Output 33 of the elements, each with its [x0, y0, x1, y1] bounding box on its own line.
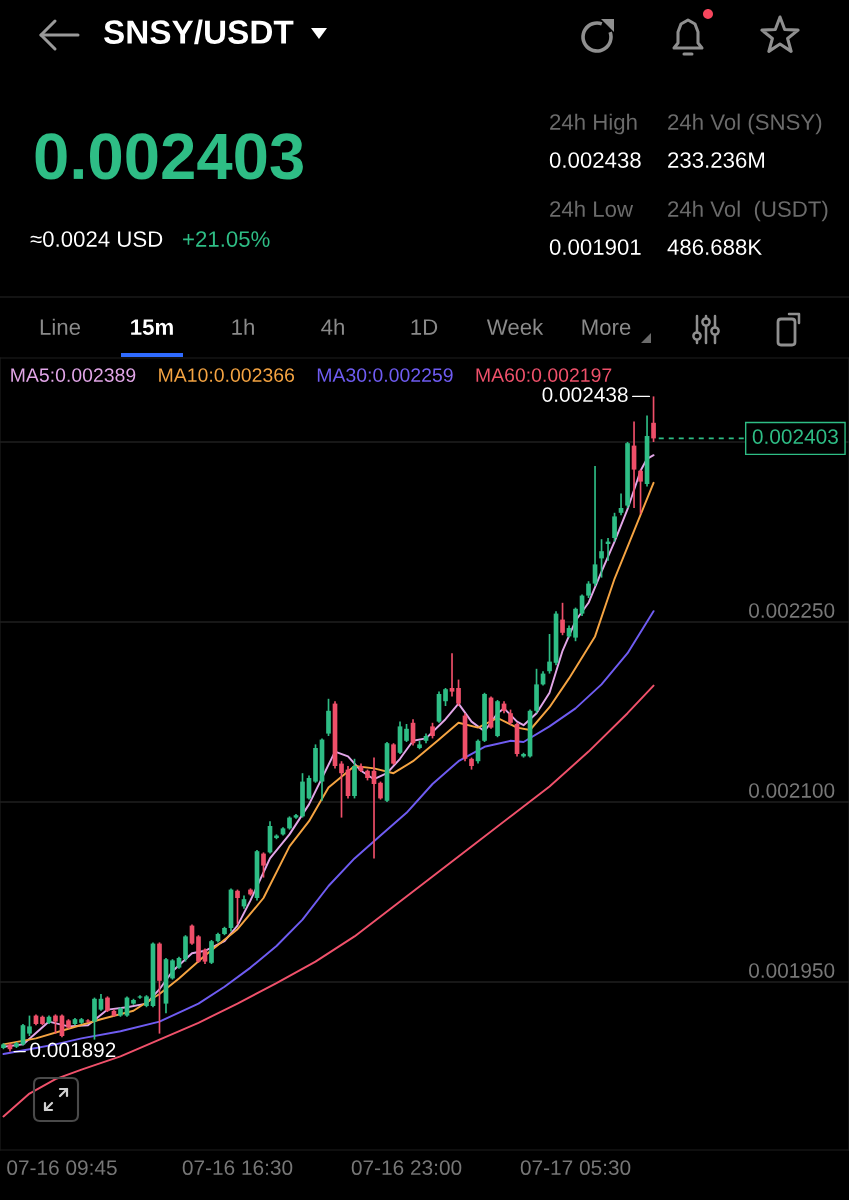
text: MA10:0.002366: [159, 368, 295, 382]
ref-line-label: 0.002403: [752, 429, 838, 444]
chart-title: SNSY/USDT: [103, 19, 294, 45]
text: 0.002438: [549, 152, 641, 168]
text: More: [582, 319, 631, 335]
text: 1h: [232, 318, 254, 335]
text: 24h Low: [550, 200, 634, 217]
text: 233.236M: [668, 152, 765, 168]
text: 15m: [131, 319, 173, 335]
text: +21.05%: [183, 231, 270, 247]
text: Line: [40, 318, 81, 335]
text: 486.688K: [667, 239, 762, 255]
text: 1D: [411, 319, 438, 335]
text: ≈0.0024 USD: [30, 231, 163, 247]
y-tick-label: 0.002250: [749, 603, 835, 618]
chart-subtitle: 0.002403: [35, 133, 303, 180]
text: MA5:0.002389: [11, 368, 136, 382]
x-tick-label: 07-16 09:45: [7, 1160, 117, 1176]
annotation: 0.002438: [542, 387, 628, 402]
y-tick-label: 0.002100: [749, 783, 835, 798]
x-tick-label: 07-16 23:00: [351, 1160, 462, 1176]
text: 24h Vol (USDT): [668, 200, 828, 222]
y-tick-label: 0.001950: [749, 963, 835, 978]
text: 0.001901: [549, 239, 641, 255]
text: 4h: [321, 318, 344, 335]
annotation: 0.001892: [30, 1042, 116, 1058]
text: MA30:0.002259: [317, 368, 453, 382]
text: 24h High: [550, 113, 637, 135]
x-tick-label: 07-17 05:30: [520, 1160, 631, 1176]
text: MA60:0.002197: [476, 368, 612, 382]
x-tick-label: 07-16 16:30: [182, 1160, 293, 1176]
text: 24h Vol (SNSY): [668, 113, 822, 135]
text: Week: [486, 318, 544, 335]
